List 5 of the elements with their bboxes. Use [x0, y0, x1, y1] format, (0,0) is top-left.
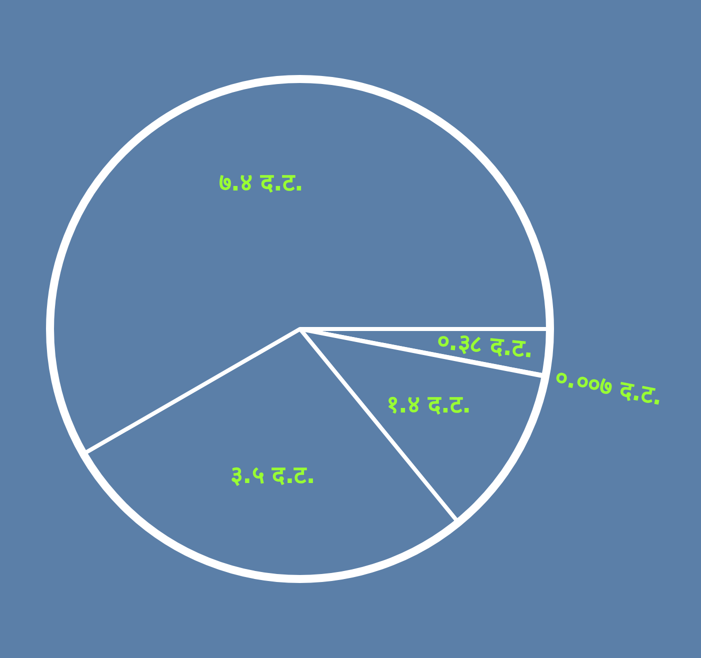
data-label: १.४ द.ट.	[386, 390, 472, 418]
data-label: ३.५ द.ट.	[230, 461, 316, 490]
data-label: ७.४ द.ट.	[218, 168, 304, 197]
data-label: ०.००७ द.ट.	[552, 362, 666, 411]
data-label: ०.३८ द.ट.	[436, 326, 535, 364]
